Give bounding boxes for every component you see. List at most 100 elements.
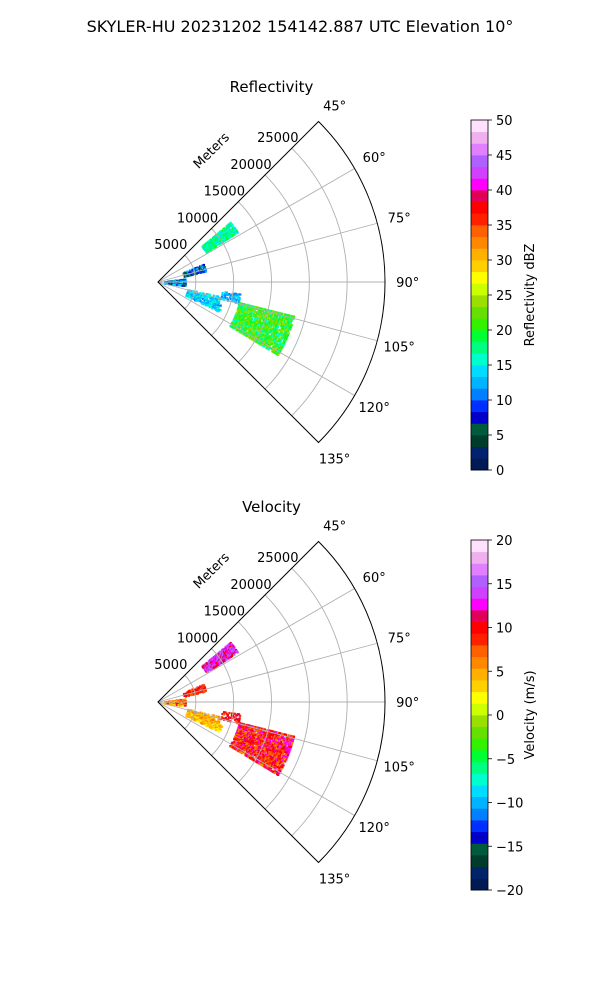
reflectivity-echo-bin-6	[266, 332, 270, 335]
velocity-echo-bin-6	[257, 758, 261, 761]
reflectivity-echo-bin-6	[275, 333, 278, 337]
velocity-echo-bin-6	[255, 726, 259, 729]
reflectivity-echo-bin-6	[234, 321, 237, 324]
velocity-echo-bin-6	[268, 766, 271, 769]
velocity-echo-bin-6	[246, 724, 249, 727]
reflectivity-echo-bin-6	[267, 314, 270, 318]
velocity-echo-bin-1	[204, 689, 207, 692]
velocity-echo-bin-6	[275, 760, 278, 763]
velocity-echo-bin-6	[287, 740, 290, 743]
reflectivity-echo-bin-0	[233, 233, 236, 236]
velocity-echo-bin-6	[246, 753, 249, 756]
velocity-echo-bin-0	[216, 664, 219, 667]
velocity-echo-bin-6	[254, 750, 257, 753]
reflectivity-echo-bin-6	[280, 325, 283, 328]
velocity-echo-bin-6	[257, 731, 260, 734]
velocity-echo-bin-6	[264, 741, 267, 744]
velocity-echo-bin-6	[277, 773, 280, 776]
reflectivity-echo-bin-6	[273, 314, 276, 317]
reflectivity-echo-bin-6	[246, 321, 249, 324]
velocity-echo-bin-6	[239, 732, 243, 735]
velocity-echo-bin-6	[252, 756, 255, 760]
velocity-echo-bin-1	[193, 693, 196, 696]
reflectivity-echo-bin-1	[198, 269, 201, 272]
velocity-echo-bin-3	[223, 711, 226, 714]
reflectivity-echo-bin-5	[210, 305, 213, 308]
reflectivity-echo-bin-6	[252, 339, 255, 342]
velocity-echo-bin-4	[218, 715, 221, 719]
velocity-echo-bin-0	[234, 650, 237, 654]
reflectivity-echo-bin-6	[242, 305, 245, 308]
velocity-echo-bin-6	[269, 737, 272, 740]
velocity-echo-bin-6	[273, 746, 276, 750]
reflectivity-echo-bin-3	[228, 293, 231, 296]
velocity-echo-bin-5	[197, 717, 200, 720]
velocity-echo-bin-6	[234, 734, 237, 737]
reflectivity-echo-bin-5	[191, 297, 194, 300]
reflectivity-echo-bin-4	[188, 291, 191, 294]
velocity-echo-bin-6	[236, 733, 239, 736]
reflectivity-echo-bin-6	[237, 323, 241, 326]
reflectivity-echo-bin-6	[276, 317, 280, 320]
reflectivity-range-tick-label: 5000	[154, 238, 187, 253]
reflectivity-echo-bin-6	[265, 321, 268, 324]
reflectivity-echo-bin-6	[255, 320, 259, 323]
reflectivity-echo-bin-6	[284, 322, 287, 325]
reflectivity-echo-bin-6	[249, 306, 252, 309]
reflectivity-echo-bin-6	[254, 306, 257, 309]
reflectivity-echo-bin-6	[258, 328, 261, 331]
reflectivity-echo-bin-6	[275, 317, 278, 320]
velocity-echo-bin-6	[273, 757, 276, 760]
velocity-echo-bin-0	[213, 666, 216, 669]
velocity-echo-bin-6	[244, 731, 247, 734]
velocity-echo-bin-6	[277, 761, 280, 764]
velocity-echo-bin-2	[176, 704, 179, 707]
velocity-echo-bin-6	[284, 760, 287, 763]
reflectivity-echo-bin-6	[270, 323, 273, 326]
velocity-echo-bin-6	[291, 737, 294, 740]
velocity-echo-bin-6	[248, 737, 251, 740]
velocity-echo-bin-0	[233, 648, 236, 651]
velocity-echo-bin-6	[284, 740, 287, 743]
reflectivity-echo-bin-6	[279, 331, 282, 334]
reflectivity-echo-bin-6	[252, 333, 255, 336]
reflectivity-echo-bin-6	[232, 327, 235, 330]
reflectivity-echo-bin-6	[274, 316, 277, 320]
velocity-colorbar-tick-label: −5	[496, 753, 515, 768]
velocity-echo-bin-6	[249, 734, 252, 737]
reflectivity-echo-bin-5	[203, 301, 206, 304]
reflectivity-echo-bin-6	[244, 323, 247, 326]
velocity-echo-bin-6	[271, 730, 274, 733]
reflectivity-echo-bin-6	[238, 302, 241, 305]
reflectivity-echo-bin-6	[269, 325, 273, 328]
reflectivity-echo-bin-6	[288, 316, 291, 319]
reflectivity-echo-bin-6	[251, 327, 254, 330]
velocity-echo-bin-6	[270, 758, 273, 761]
reflectivity-echo-bin-6	[243, 309, 246, 312]
reflectivity-echo-bin-5	[194, 299, 197, 302]
reflectivity-echo-bin-6	[256, 308, 260, 311]
velocity-sector-outline	[157, 540, 386, 864]
velocity-echo-bin-6	[255, 741, 258, 744]
reflectivity-echo-bin-3	[222, 294, 225, 297]
velocity-echo-bin-6	[276, 747, 279, 751]
reflectivity-echo-bin-6	[279, 350, 282, 353]
velocity-echo-bin-6	[251, 728, 254, 731]
reflectivity-echo-bin-6	[283, 313, 286, 316]
reflectivity-echo-bin-6	[248, 329, 251, 332]
reflectivity-echo-bin-6	[247, 334, 250, 337]
velocity-echo-bin-6	[240, 725, 243, 728]
reflectivity-echo-bin-5	[216, 307, 220, 310]
velocity-echo-bin-6	[251, 740, 254, 743]
velocity-echo-bin-6	[286, 742, 289, 745]
velocity-echo-bin-6	[241, 750, 244, 753]
reflectivity-echo-bin-6	[274, 335, 277, 338]
reflectivity-echo-bin-6	[270, 334, 273, 337]
reflectivity-echo-bin-6	[244, 334, 247, 337]
reflectivity-echo-bin-6	[263, 336, 266, 339]
velocity-echo-bin-6	[275, 763, 278, 766]
reflectivity-echo-bin-6	[290, 324, 293, 327]
reflectivity-echo-bin-6	[258, 336, 261, 339]
velocity-echo-bin-6	[247, 730, 250, 733]
